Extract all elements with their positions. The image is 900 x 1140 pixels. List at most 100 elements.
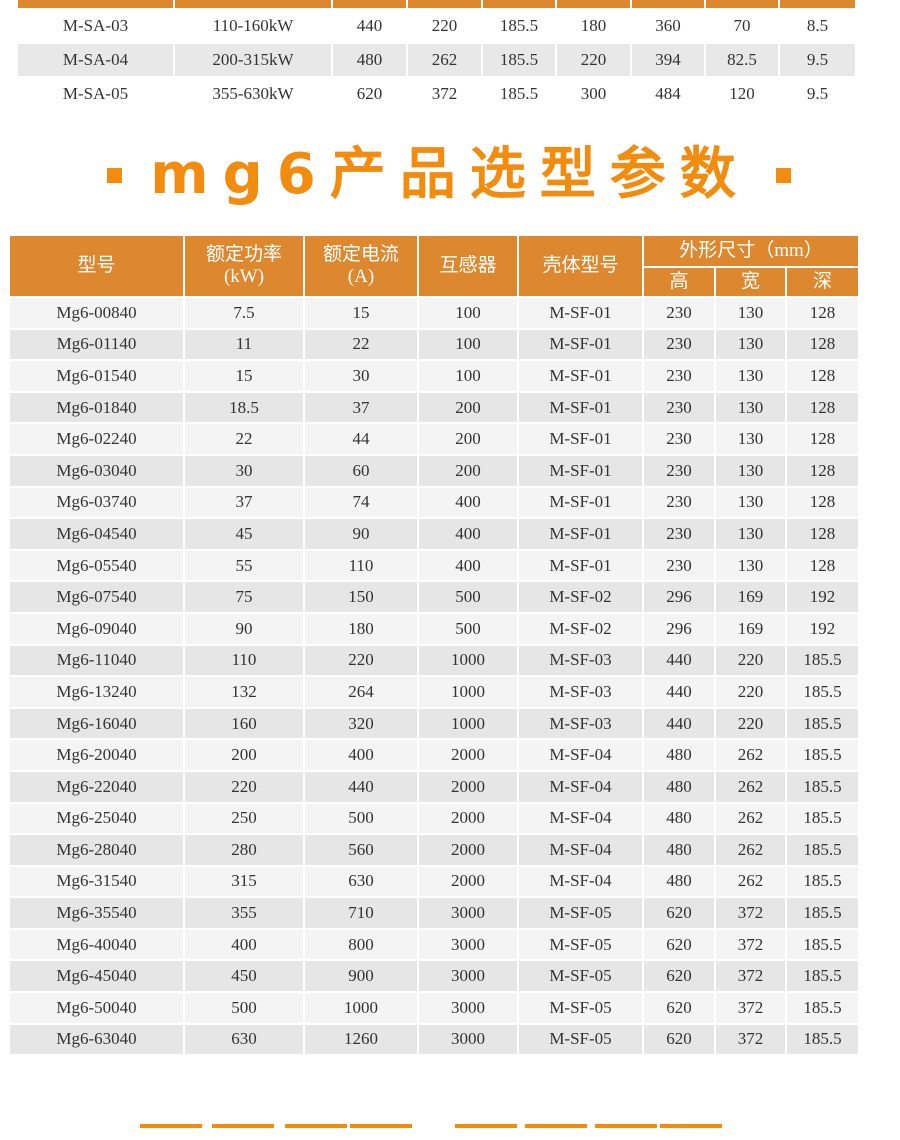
- table-cell: 620: [644, 898, 716, 930]
- table-cell: 1000: [419, 708, 519, 741]
- table-cell: 315: [185, 866, 305, 899]
- table-row: M-SA-03 110-160kW 440 220 185.5 180 360 70 8.5: [18, 10, 855, 44]
- table-cell: 220: [305, 645, 419, 678]
- table-cell: 185.5: [483, 78, 557, 112]
- table-cell: M-SF-04: [519, 803, 644, 836]
- table-cell: 480: [644, 771, 716, 804]
- table-row: Mg6-40040 400 800 3000 M-SF-05 620 372 185.5: [10, 929, 859, 962]
- table-cell: 200: [419, 424, 519, 456]
- header-model: 型号: [10, 236, 185, 298]
- table-cell: Mg6-28040: [10, 835, 185, 867]
- next-section-title-partial: [140, 1124, 722, 1140]
- table-cell: Mg6-00840: [10, 298, 185, 330]
- table-cell: 372: [408, 78, 483, 112]
- table-cell: 230: [644, 455, 716, 488]
- table-row: Mg6-03740 37 74 400 M-SF-01 230 130 128: [10, 487, 859, 520]
- table-cell: 60: [305, 455, 419, 488]
- table-cell: Mg6-03740: [10, 487, 185, 520]
- title-bullet-right-icon: [776, 168, 791, 183]
- table-cell: 400: [419, 487, 519, 520]
- table-cell: 1000: [419, 677, 519, 709]
- table-cell: 128: [787, 392, 859, 425]
- table-cell: 320: [305, 708, 419, 741]
- table-cell: 2000: [419, 835, 519, 867]
- table-cell: M-SF-01: [519, 392, 644, 425]
- table-row: M-SA-05 355-630kW 620 372 185.5 300 484 120 9.5: [18, 78, 855, 112]
- table-cell: 185.5: [787, 993, 859, 1025]
- table-cell: 185.5: [787, 898, 859, 930]
- table-cell: 30: [185, 455, 305, 488]
- table-cell: M-SF-03: [519, 645, 644, 678]
- table-cell: M-SF-01: [519, 329, 644, 362]
- table-cell: 128: [787, 298, 859, 330]
- table-cell: M-SF-04: [519, 866, 644, 899]
- table-cell: 230: [644, 361, 716, 393]
- table-cell: 128: [787, 550, 859, 583]
- table-cell: 37: [305, 392, 419, 425]
- table-cell: 128: [787, 455, 859, 488]
- table-cell: M-SA-05: [18, 78, 175, 112]
- header-width: 宽: [716, 268, 787, 298]
- table-cell: 74: [305, 487, 419, 520]
- table-cell: 372: [716, 929, 787, 962]
- table-cell: 185.5: [787, 677, 859, 709]
- table-cell: 130: [716, 392, 787, 425]
- table-cell: 185.5: [787, 645, 859, 678]
- table-cell: 230: [644, 424, 716, 456]
- header-rated-current: 额定电流 (A): [305, 236, 419, 298]
- table-cell: M-SF-05: [519, 1024, 644, 1057]
- table-cell: Mg6-13240: [10, 677, 185, 709]
- table-cell: 500: [419, 582, 519, 614]
- table-cell: 262: [408, 44, 483, 78]
- table-cell: 185.5: [787, 961, 859, 994]
- table-cell: 110: [185, 645, 305, 678]
- table-row: Mg6-28040 280 560 2000 M-SF-04 480 262 185.5: [10, 835, 859, 867]
- table-cell: 90: [185, 613, 305, 646]
- header-depth: 深: [787, 268, 859, 298]
- table-cell: Mg6-05540: [10, 550, 185, 583]
- table-cell: Mg6-40040: [10, 929, 185, 962]
- table-cell: M-SF-03: [519, 677, 644, 709]
- table-cell: 37: [185, 487, 305, 520]
- table-cell: 150: [305, 582, 419, 614]
- table-cell: 300: [557, 78, 632, 112]
- table-cell: 230: [644, 550, 716, 583]
- table-cell: 440: [333, 10, 408, 44]
- table-row: Mg6-25040 250 500 2000 M-SF-04 480 262 185.5: [10, 803, 859, 836]
- table-row: Mg6-11040 110 220 1000 M-SF-03 440 220 185.5: [10, 645, 859, 678]
- table-cell: 128: [787, 487, 859, 520]
- header-rated-power: 额定功率 (kW): [185, 236, 305, 298]
- table-cell: 200-315kW: [175, 44, 333, 78]
- table-cell: 400: [185, 929, 305, 962]
- table-cell: 75: [185, 582, 305, 614]
- header-housing-model: 壳体型号: [519, 236, 644, 298]
- table-cell: 130: [716, 519, 787, 551]
- table-cell: 900: [305, 961, 419, 994]
- table-row: M-SA-04 200-315kW 480 262 185.5 220 394 82.5 9.5: [18, 44, 855, 78]
- table-cell: 372: [716, 1024, 787, 1057]
- table-row: Mg6-07540 75 150 500 M-SF-02 296 169 192: [10, 582, 859, 614]
- table-cell: Mg6-07540: [10, 582, 185, 614]
- table-cell: 480: [644, 803, 716, 836]
- table-cell: 440: [644, 645, 716, 678]
- table-cell: 620: [644, 1024, 716, 1057]
- table-cell: 22: [185, 424, 305, 456]
- table-cell: 230: [644, 392, 716, 425]
- table-cell: 185.5: [787, 708, 859, 741]
- table-cell: 15: [185, 361, 305, 393]
- table-cell: M-SA-03: [18, 10, 175, 44]
- table-cell: 128: [787, 519, 859, 551]
- table-row: Mg6-02240 22 44 200 M-SF-01 230 130 128: [10, 424, 859, 456]
- table-cell: M-SF-04: [519, 771, 644, 804]
- table-cell: 1000: [419, 645, 519, 678]
- table-cell: Mg6-50040: [10, 993, 185, 1025]
- table-cell: Mg6-11040: [10, 645, 185, 678]
- table-cell: 220: [716, 645, 787, 678]
- header-rated-current-label: 额定电流: [322, 244, 399, 265]
- table-cell: 3000: [419, 1024, 519, 1057]
- table-cell: 262: [716, 803, 787, 836]
- mg6-selection-table: 型号 额定功率 (kW) 额定电流 (A) 互感器 壳体型号 外形尺寸（mm） 高 …: [10, 236, 859, 1057]
- table-cell: M-SF-01: [519, 550, 644, 583]
- table-cell: M-SA-04: [18, 44, 175, 78]
- table-cell: 180: [557, 10, 632, 44]
